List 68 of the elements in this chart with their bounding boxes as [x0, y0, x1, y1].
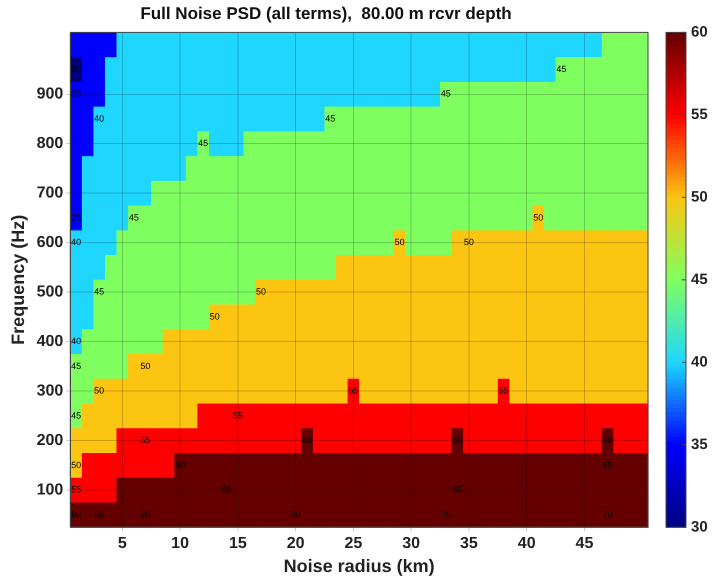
- data-label: 70: [140, 509, 150, 520]
- data-label: 45: [556, 64, 566, 74]
- data-label: 65: [94, 509, 104, 520]
- data-label: 45: [198, 138, 208, 148]
- data-label: 45: [71, 410, 82, 420]
- data-label: 65: [221, 484, 232, 495]
- data-label: 70: [290, 509, 301, 520]
- y-tick-label: 800: [36, 135, 64, 152]
- data-label: 70: [440, 509, 451, 520]
- data-label: 60: [452, 435, 462, 446]
- data-label: 55: [71, 484, 82, 495]
- data-label: 50: [464, 237, 474, 248]
- data-label: 45: [440, 88, 451, 99]
- y-tick-label: 100: [36, 481, 64, 498]
- data-label: 45: [325, 113, 336, 124]
- x-tick-label: 45: [576, 535, 594, 552]
- y-axis-title: Frequency (Hz): [8, 214, 28, 345]
- x-tick-label: 20: [286, 535, 305, 552]
- x-tick-label: 35: [460, 535, 478, 552]
- data-label: 70: [602, 509, 613, 520]
- data-label: 50: [94, 386, 104, 396]
- color-bar-label: 35: [691, 436, 708, 453]
- data-label: 55: [140, 435, 150, 446]
- data-label: 35: [71, 212, 82, 222]
- data-label: 55: [498, 386, 509, 396]
- color-bar-label: 55: [691, 106, 708, 124]
- data-label: 50: [256, 286, 266, 297]
- data-label: 50: [140, 360, 150, 371]
- data-label: 35: [71, 88, 82, 99]
- data-label: 60: [71, 509, 82, 520]
- data-label: 55: [232, 410, 243, 420]
- data-label: 60: [302, 435, 312, 446]
- data-label: 55: [348, 386, 358, 396]
- data-label: 50: [210, 311, 220, 322]
- data-label: 50: [71, 460, 82, 470]
- data-label: 65: [602, 460, 613, 470]
- data-label: 45: [71, 360, 82, 371]
- color-bar-label: 50: [691, 188, 708, 206]
- x-tick-label: 15: [228, 535, 247, 552]
- data-label: 60: [175, 460, 186, 470]
- x-tick-label: 30: [402, 535, 420, 552]
- data-label: 40: [71, 237, 82, 248]
- data-label: 30: [71, 64, 82, 74]
- data-label: 50: [533, 212, 544, 222]
- chart-title: Full Noise PSD (all terms), 80.00 m rcvr depth: [140, 4, 512, 23]
- x-tick-label: 5: [118, 535, 127, 552]
- y-tick-label: 600: [36, 234, 64, 252]
- y-tick-label: 700: [36, 184, 64, 202]
- y-tick-label: 500: [36, 284, 64, 301]
- color-bar-label: 40: [691, 353, 708, 370]
- data-label: 40: [71, 336, 82, 346]
- y-tick-label: 900: [36, 86, 64, 103]
- y-tick-label: 300: [36, 382, 64, 400]
- color-bar-label: 45: [691, 270, 708, 288]
- data-label: 60: [602, 435, 613, 446]
- color-bar-label: 30: [691, 518, 708, 536]
- color-bar-label: 60: [691, 24, 708, 41]
- x-tick-label: 10: [171, 535, 190, 552]
- data-label: 45: [128, 212, 139, 222]
- data-label: 65: [452, 484, 462, 495]
- data-label: 50: [394, 237, 405, 248]
- y-tick-label: 400: [36, 333, 64, 350]
- x-axis-title: Noise radius (km): [284, 556, 435, 576]
- y-tick-label: 200: [36, 432, 64, 450]
- data-label: 40: [94, 113, 104, 124]
- data-label: 45: [94, 286, 104, 297]
- x-tick-label: 25: [344, 535, 362, 552]
- x-tick-label: 40: [518, 535, 536, 552]
